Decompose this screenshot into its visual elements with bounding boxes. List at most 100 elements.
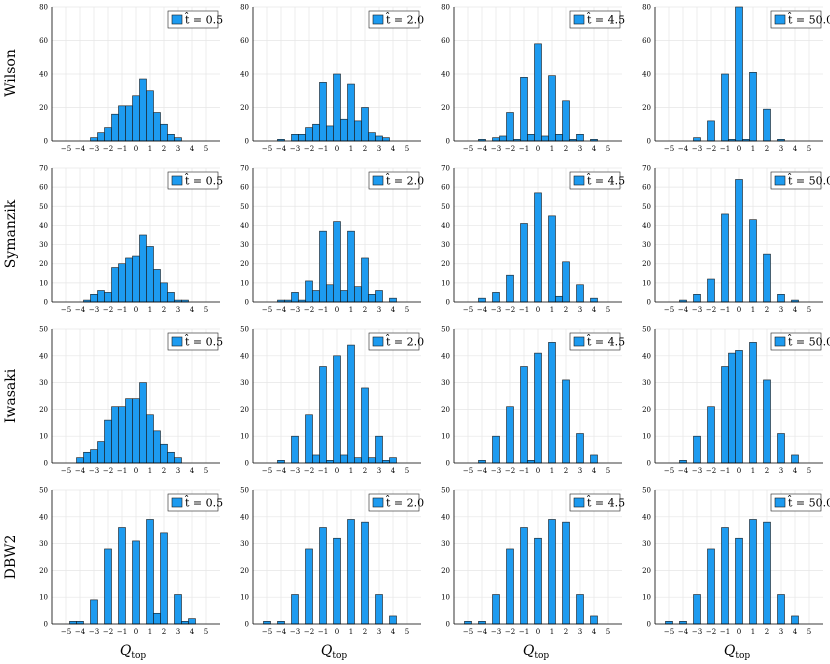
bar xyxy=(721,366,729,464)
x-tick-label: 0 xyxy=(134,306,138,314)
x-tick-label: 4 xyxy=(592,467,597,475)
legend-swatch xyxy=(372,14,384,25)
x-tick-label: 4 xyxy=(793,628,798,636)
bar xyxy=(174,457,182,464)
y-tick-label: 0 xyxy=(647,299,651,307)
x-tick-label: −5 xyxy=(664,145,674,153)
bar xyxy=(174,594,182,625)
bar xyxy=(146,519,154,625)
bar xyxy=(90,449,98,464)
x-tick-label: −1 xyxy=(519,628,529,636)
bar xyxy=(326,284,334,303)
y-tick-label: 40 xyxy=(642,222,651,230)
bar xyxy=(721,73,729,142)
bar xyxy=(146,246,154,303)
y-tick-label: 40 xyxy=(240,71,249,79)
bar xyxy=(146,90,154,142)
x-tick-label: 2 xyxy=(363,145,367,153)
x-tick-label: −5 xyxy=(463,628,473,636)
bar xyxy=(777,433,785,464)
bar xyxy=(298,134,306,142)
bar xyxy=(520,223,528,303)
panel-wilson-2: 0 20 40 60 80 −5 −4 −3 −2 −1 0 1 2 3 4 5 t̂ = 4.5 xyxy=(441,4,625,154)
bar xyxy=(333,537,341,625)
y-tick-label: 40 xyxy=(441,513,450,521)
x-tick-label: −4 xyxy=(477,467,488,475)
y-tick-label: 10 xyxy=(642,594,651,602)
bar xyxy=(499,135,507,142)
y-tick-label: 20 xyxy=(441,406,450,414)
legend-label: t̂ = 2.0 xyxy=(385,173,424,187)
y-tick-label: 50 xyxy=(441,487,450,495)
y-tick-label: 50 xyxy=(441,203,450,211)
y-tick-label: 40 xyxy=(240,513,249,521)
x-tick-label: 3 xyxy=(578,467,582,475)
y-tick-label: 20 xyxy=(39,567,48,575)
legend: t̂ = 4.5 xyxy=(569,10,625,29)
x-tick-label: 3 xyxy=(377,628,381,636)
x-tick-label: 0 xyxy=(536,628,540,636)
legend-label: t̂ = 50.0 xyxy=(787,334,830,348)
y-tick-label: 50 xyxy=(39,203,48,211)
x-tick-label: 1 xyxy=(550,145,554,153)
legend-label: t̂ = 50.0 xyxy=(787,12,830,26)
x-tick-label: −2 xyxy=(706,467,716,475)
bar xyxy=(347,519,355,625)
x-tick-label: 4 xyxy=(592,145,597,153)
y-tick-label: 50 xyxy=(39,326,48,334)
x-tick-label: 4 xyxy=(793,145,798,153)
y-tick-label: 60 xyxy=(240,184,249,192)
x-tick-label: −2 xyxy=(103,306,113,314)
bar xyxy=(146,414,154,464)
x-tick-label: −2 xyxy=(304,306,314,314)
x-tick-label: −1 xyxy=(117,145,127,153)
x-tick-label: 4 xyxy=(391,306,396,314)
x-tick-label: −5 xyxy=(664,306,674,314)
x-tick-label: 3 xyxy=(176,467,180,475)
x-tick-label: 3 xyxy=(578,145,582,153)
bar xyxy=(319,230,327,303)
y-tick-label: 60 xyxy=(39,37,48,45)
bar xyxy=(104,292,112,303)
y-tick-label: 50 xyxy=(39,487,48,495)
x-tick-label: 4 xyxy=(391,145,396,153)
x-tick-label: −3 xyxy=(89,306,99,314)
bar xyxy=(389,457,397,464)
y-tick-label: 10 xyxy=(441,433,450,441)
x-tick-label: −3 xyxy=(89,467,99,475)
x-tick-label: −3 xyxy=(692,145,702,153)
x-tick-label: 2 xyxy=(564,306,568,314)
y-tick-label: 0 xyxy=(44,138,48,146)
panel-iwasaki-3: 0 10 20 30 40 50 −5 −4 −3 −2 −1 0 1 2 3 4 5 t̂ = 50.0 xyxy=(642,326,830,476)
bar xyxy=(534,43,542,142)
x-tick-label: −5 xyxy=(262,467,272,475)
legend-label: t̂ = 4.5 xyxy=(586,173,625,187)
bar xyxy=(90,137,98,142)
x-tick-label: 3 xyxy=(578,306,582,314)
bar xyxy=(534,352,542,464)
y-tick-label: 10 xyxy=(642,279,651,287)
x-tick-label: −1 xyxy=(720,145,730,153)
x-tick-label: 5 xyxy=(405,145,409,153)
bar xyxy=(382,137,390,142)
x-tick-label: 0 xyxy=(134,628,138,636)
y-tick-label: 0 xyxy=(44,299,48,307)
x-tick-label: 2 xyxy=(765,628,769,636)
x-tick-label: −1 xyxy=(318,145,328,153)
legend: t̂ = 2.0 xyxy=(368,10,424,29)
bar xyxy=(76,621,84,625)
bar xyxy=(492,292,500,303)
bar xyxy=(534,192,542,303)
x-tick-label: −1 xyxy=(720,306,730,314)
y-tick-label: 0 xyxy=(245,460,249,468)
x-tick-label: −2 xyxy=(304,467,314,475)
x-tick-label: −4 xyxy=(477,628,488,636)
y-tick-label: 0 xyxy=(44,621,48,629)
y-tick-label: 40 xyxy=(642,513,651,521)
bar xyxy=(111,406,119,464)
y-tick-label: 30 xyxy=(39,379,48,387)
bar xyxy=(340,454,348,464)
x-tick-label: 2 xyxy=(564,145,568,153)
x-tick-label: 3 xyxy=(779,306,783,314)
x-tick-label: 3 xyxy=(377,306,381,314)
